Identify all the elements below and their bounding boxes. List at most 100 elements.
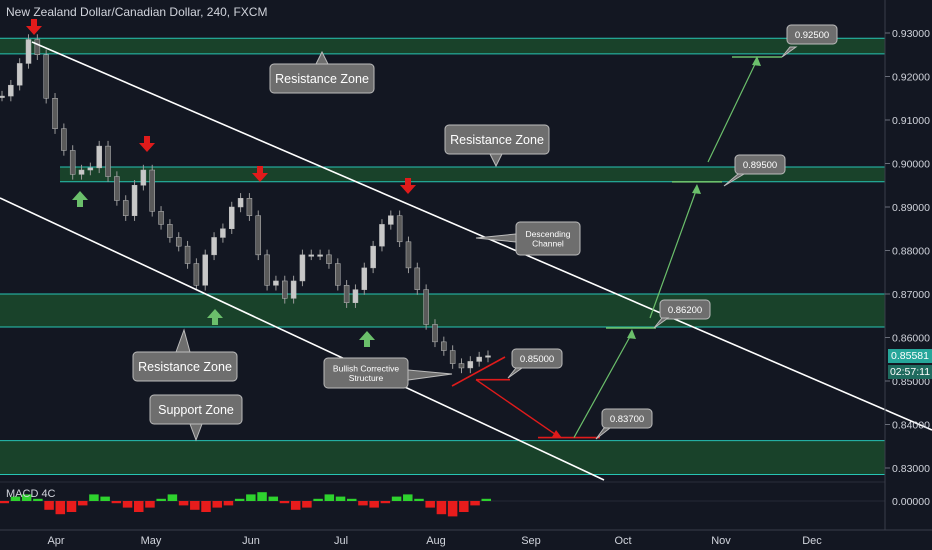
macd-bar-negative	[122, 501, 133, 508]
candles-layer	[0, 34, 491, 374]
candle-down	[432, 324, 438, 343]
macd-bar-negative	[436, 501, 447, 515]
callout-resistance-zone-3-pointer	[175, 328, 191, 353]
callout-bullish-structure-text: Structure	[349, 373, 384, 383]
candle-down	[441, 341, 447, 351]
countdown-tag: 02:57:11	[888, 365, 932, 379]
target-label-089500-pointer	[723, 173, 746, 187]
macd-bar-negative	[66, 501, 77, 512]
time-axis[interactable]: Apr May Jun Jul Aug Sep Oct Nov Dec	[0, 529, 932, 547]
candle-up	[273, 280, 279, 286]
candle-up	[131, 185, 138, 216]
macd-bar-positive	[268, 496, 279, 501]
candle-down	[43, 54, 49, 99]
candle-up	[25, 39, 32, 64]
candle-down	[255, 215, 262, 256]
price-tick-label: 0.86000	[892, 333, 930, 345]
callout-bullish-structure-pointer	[407, 369, 453, 381]
bullish-structure-line	[451, 356, 506, 387]
candle-down	[414, 267, 421, 290]
projection-leg-down	[475, 379, 561, 439]
macd-bar-positive	[324, 494, 335, 501]
time-tick-label: Jul	[334, 535, 348, 547]
candle-down	[158, 211, 164, 225]
macd-pane	[0, 481, 885, 517]
macd-bar-positive	[403, 494, 413, 501]
projection-leg-up-3	[707, 59, 758, 163]
target-label-085000	[511, 348, 563, 369]
candle-up	[211, 237, 217, 256]
macd-bar-negative	[369, 501, 379, 508]
macd-bar-negative	[290, 501, 301, 510]
candle-down	[193, 263, 200, 286]
macd-bar-negative	[178, 501, 189, 506]
candle-down	[282, 280, 288, 299]
callout-support-zone-pointer	[189, 423, 203, 442]
candle-down	[423, 289, 429, 325]
macd-bar-positive	[414, 498, 424, 501]
macd-bar-positive	[33, 498, 43, 501]
macd-bar-positive	[21, 494, 32, 501]
macd-bar-positive	[335, 496, 346, 501]
candle-up	[8, 84, 14, 97]
macd-bar-negative	[201, 501, 211, 512]
callout-resistance-zone-1-text: Resistance Zone	[275, 72, 369, 86]
macd-bar-positive	[156, 498, 166, 501]
macd-bar-negative	[447, 501, 458, 517]
candle-up	[202, 254, 208, 286]
projection-leg-up-2	[649, 187, 698, 319]
candle-down	[184, 245, 191, 264]
target-label-083700	[601, 408, 653, 429]
macd-bar-positive	[246, 494, 256, 501]
candle-down	[326, 254, 332, 264]
time-tick-label: Apr	[47, 535, 64, 547]
red-down-arrow	[139, 136, 155, 152]
candle-down	[34, 39, 41, 56]
candle-up	[87, 167, 94, 171]
macd-bar-negative	[302, 501, 312, 508]
time-tick-label: Nov	[711, 535, 731, 547]
macd-indicator-label[interactable]: MACD 4C	[6, 488, 56, 500]
candle-down	[335, 263, 341, 286]
candle-up	[352, 289, 359, 303]
candle-up	[16, 63, 23, 86]
callout-resistance-zone-1-pointer	[315, 50, 329, 65]
time-tick-label: Sep	[521, 535, 541, 547]
macd-bar-negative	[380, 501, 391, 504]
channel-layer	[0, 41, 932, 481]
time-tick-label: Aug	[426, 535, 446, 547]
green-up-arrow	[359, 331, 375, 347]
macd-bar-negative	[145, 501, 155, 508]
time-tick-label: Jun	[242, 535, 260, 547]
macd-bar-positive	[10, 496, 21, 501]
callout-descending-channel-text: Descending	[526, 229, 571, 239]
candle-down	[105, 145, 111, 177]
channel-lower-line	[0, 197, 605, 481]
candle-up	[379, 224, 385, 247]
candle-down	[264, 254, 270, 286]
zone-band	[60, 166, 885, 182]
arrows-layer	[26, 19, 416, 347]
price-tick-label: 0.90000	[892, 159, 930, 171]
symbol-title: New Zealand Dollar/Canadian Dollar, 240,…	[6, 5, 268, 19]
macd-bar-negative	[358, 501, 368, 506]
target-label-085000-text: 0.85000	[520, 354, 554, 365]
price-axis[interactable]: 0.93000 0.92000 0.91000 0.90000 0.89000 0.880…	[884, 0, 930, 530]
candle-down	[458, 363, 465, 369]
price-tick-label: 0.84000	[892, 420, 930, 432]
zone-band	[0, 294, 885, 328]
price-tick-label: 0.87000	[892, 289, 930, 301]
candle-down	[69, 150, 76, 175]
callout-descending-channel-pointer	[475, 233, 517, 243]
macd-bar-negative	[55, 501, 66, 515]
macd-bar-positive	[346, 498, 357, 501]
candle-down	[246, 198, 253, 216]
macd-bar-negative	[223, 501, 234, 506]
candle-up	[140, 169, 147, 186]
candle-up	[467, 361, 474, 369]
candle-up	[0, 95, 5, 98]
zone-band	[0, 38, 885, 54]
projection-arrowhead-down	[552, 430, 562, 438]
zones-layer	[0, 37, 885, 476]
